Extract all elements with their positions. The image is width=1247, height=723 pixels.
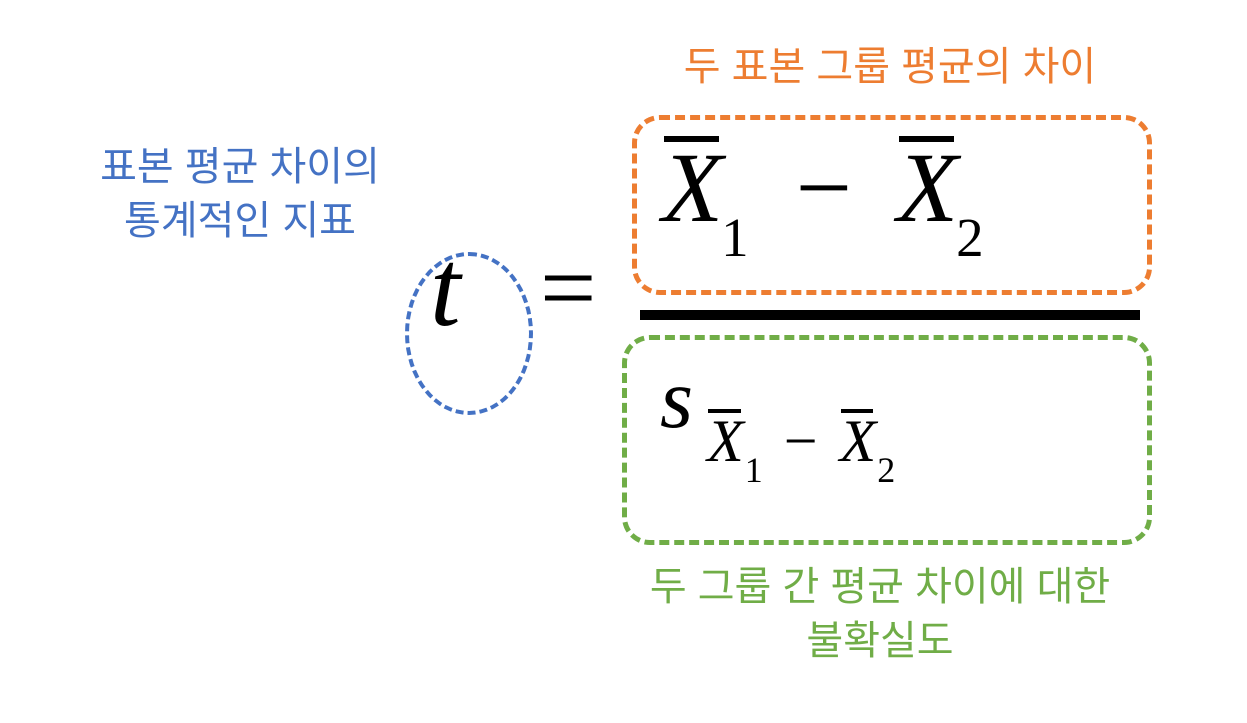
t-annotation-line1: 표본 평균 차이의 <box>100 145 380 189</box>
equals-glyph: = <box>540 232 596 343</box>
t-annotation-line2: 통계적인 지표 <box>124 199 356 243</box>
denominator-annotation-label: 두 그룹 간 평균 차이에 대한 불확실도 <box>520 560 1240 668</box>
denom-subscript: X 1 − X 2 <box>691 408 895 474</box>
t-glyph: t <box>430 227 461 349</box>
denom-x1-bar: X <box>706 407 745 476</box>
t-dashed-ellipse <box>405 252 533 415</box>
denom-minus-glyph: − <box>784 408 818 474</box>
fraction-bar <box>640 310 1140 320</box>
minus-glyph: − <box>796 132 852 243</box>
denom-x1-glyph: X <box>707 408 744 474</box>
s-glyph: s <box>660 352 693 446</box>
denom-x2-bar: X <box>839 407 878 476</box>
numerator-annotation-text: 두 표본 그룹 평균의 차이 <box>684 45 1096 89</box>
denominator-expression: s X 1 − X 2 <box>660 350 1130 449</box>
equals-sign: = <box>540 230 596 345</box>
x1-glyph: X <box>662 132 723 243</box>
x2-bar: X <box>895 130 960 245</box>
denom-annotation-line2: 불확실도 <box>806 619 953 663</box>
denom-x1-sub: 1 <box>745 450 763 490</box>
numerator-expression: X 1 − X 2 <box>660 130 1130 255</box>
t-annotation-label: 표본 평균 차이의 통계적인 지표 <box>40 140 440 248</box>
x1-sub: 1 <box>721 207 749 268</box>
numerator-annotation-label: 두 표본 그룹 평균의 차이 <box>580 40 1200 94</box>
x2-sub: 2 <box>956 207 984 268</box>
x1-bar: X <box>660 130 725 245</box>
denom-x2-sub: 2 <box>877 450 895 490</box>
denom-annotation-line1: 두 그룹 간 평균 차이에 대한 <box>650 565 1110 609</box>
denom-x2-glyph: X <box>840 408 877 474</box>
t-symbol: t <box>430 225 461 352</box>
x2-glyph: X <box>897 132 958 243</box>
